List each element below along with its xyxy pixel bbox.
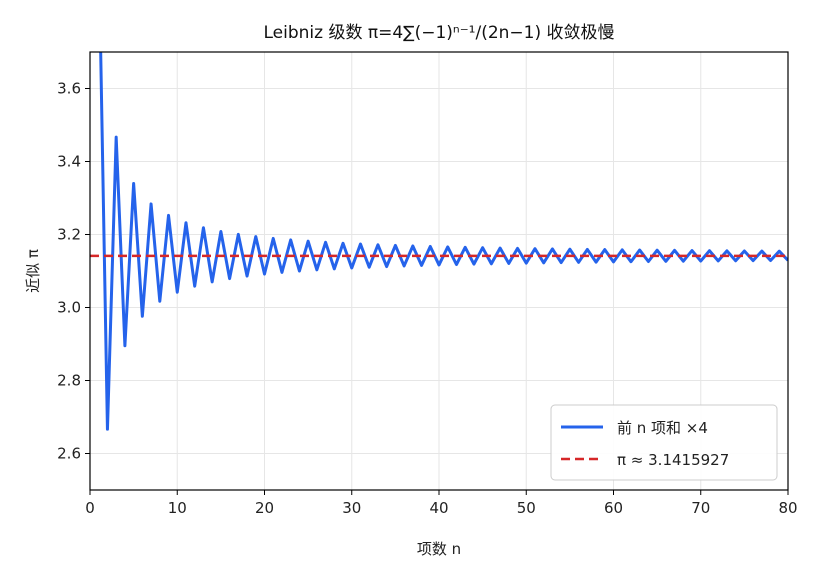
x-tick-label: 60	[604, 499, 623, 517]
x-tick-label: 20	[255, 499, 274, 517]
y-tick-label: 3.0	[57, 299, 81, 317]
x-tick-label: 50	[517, 499, 536, 517]
x-tick-label: 70	[691, 499, 710, 517]
x-tick-label: 80	[778, 499, 797, 517]
x-tick-label: 0	[85, 499, 95, 517]
legend-label-series: 前 n 项和 ×4	[617, 419, 708, 437]
chart-title: Leibniz 级数 π=4∑(−1)ⁿ⁻¹/(2n−1) 收敛极慢	[263, 22, 614, 43]
y-tick-label: 3.2	[57, 226, 81, 244]
legend-box	[550, 404, 778, 481]
y-tick-label: 2.8	[57, 372, 81, 390]
x-tick-label: 10	[168, 499, 187, 517]
y-axis: 2.6 2.8 3.0 3.2 3.4 3.6	[57, 80, 90, 463]
y-tick-label: 2.6	[57, 445, 81, 463]
x-tick-label: 30	[342, 499, 361, 517]
y-tick-label: 3.4	[57, 153, 81, 171]
legend-label-pi: π ≈ 3.1415927	[617, 451, 729, 469]
y-tick-label: 3.6	[57, 80, 81, 98]
plot-area	[90, 52, 788, 431]
x-tick-label: 40	[429, 499, 448, 517]
y-axis-label: 近似 π	[24, 249, 42, 293]
legend: 前 n 项和 ×4 π ≈ 3.1415927	[550, 404, 778, 481]
x-axis-label: 项数 n	[417, 540, 461, 558]
x-axis: 0 10 20 30 40 50 60 70 80	[85, 490, 798, 517]
